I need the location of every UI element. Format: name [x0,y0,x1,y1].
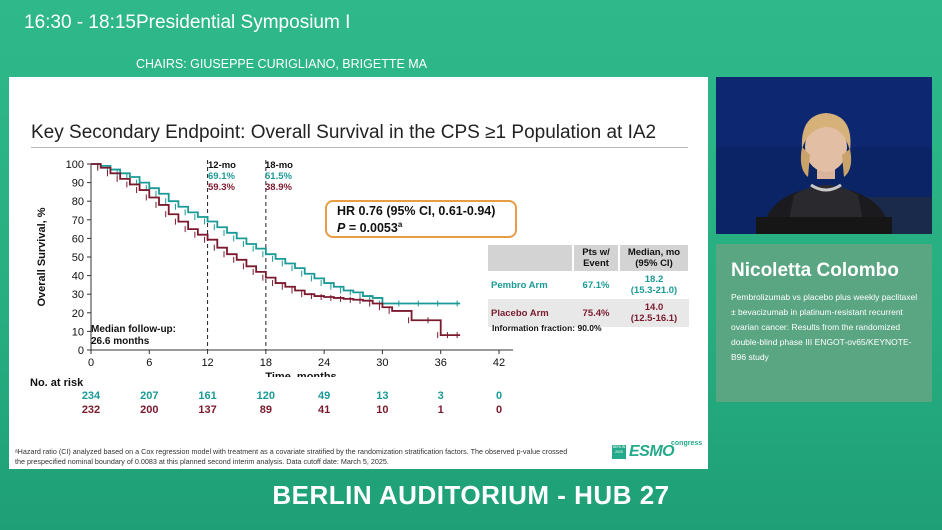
table-header-arm [488,245,574,271]
median-followup-value: 26.6 months [91,336,150,347]
speaker-name: Nicoletta Colombo [731,260,899,281]
y-tick-label: 50 [72,252,84,264]
p-footnote-marker: a [397,220,403,229]
marker-18mo-pembro: 51.5% [265,171,292,182]
x-tick-label: 24 [318,357,330,369]
at-risk-pembro-0: 234 [81,390,101,402]
at-risk-placebo-5: 10 [376,404,389,416]
at-risk-placebo-2: 137 [198,404,217,416]
survival-curve-pembro [91,163,461,305]
esmo-logo-word: congress [671,440,703,447]
table-header-median: Median, mo (95% CI) [619,245,690,271]
at-risk-pembro-7: 0 [495,390,503,402]
y-tick-label: 90 [72,178,84,190]
slide-footnote: ᵃHazard ratio (CI) analyzed based on a C… [15,447,568,466]
y-tick-label: 10 [72,326,84,338]
y-tick-label: 70 [72,215,84,227]
marker-12mo: 12-mo 69.1% 59.3% [208,160,236,193]
pembro-median-cell: 18.2 (15.3-21.0) [619,271,689,299]
speaker-video [716,77,932,234]
survival-chart: 0 10 20 30 40 50 60 70 80 90 100 0 6 12 18 24 30 36 42 Time… [36,159,513,377]
y-tick-label: 60 [72,233,84,245]
x-tick-label: 42 [493,357,505,369]
at-risk-placebo-3: 89 [259,404,272,416]
session-chairs: CHAIRS: GIUSEPPE CURIGLIANO, BRIGETTE MA [136,57,428,71]
title-divider [31,147,688,148]
y-tick-label: 40 [72,271,84,283]
table-row: Pembro Arm 67.1% 18.2 (15.3-21.0) [488,271,689,299]
presentation-slide: Key Secondary Endpoint: Overall Survival… [9,77,708,469]
at-risk-placebo-4: 41 [318,404,331,416]
pembro-median: 18.2 [644,274,664,285]
at-risk-pembro-6: 3 [437,390,444,402]
y-tick-label: 80 [72,196,84,208]
x-tick-label: 0 [88,357,94,369]
median-followup-label: Median follow-up: [91,324,176,335]
at-risk-placebo-0: 232 [81,404,101,416]
table-header-row: Pts w/ Event Median, mo (95% CI) [488,245,690,271]
x-tick-label: 18 [260,357,272,369]
session-time: 16:30 - 18:15 [24,12,136,33]
median-os-table: Pts w/ Event Median, mo (95% CI) Pembro … [488,245,690,327]
x-tick-label: 36 [435,357,447,369]
placebo-median-cell: 14.0 (12.5-16.1) [619,299,689,327]
marker-18mo-title: 18-mo [265,160,293,171]
speaker-card: Nicoletta Colombo Pembrolizumab vs place… [716,244,932,402]
speaker-video-frame [716,77,932,234]
x-tick-label: 30 [376,357,388,369]
y-tick-label: 0 [78,345,84,357]
pembro-median-ci: (15.3-21.0) [630,285,678,296]
marker-12mo-pembro: 69.1% [208,171,235,182]
p-value-text: P = 0.0053a [337,220,402,235]
table-row: Placebo Arm 75.4% 14.0 (12.5-16.1) [488,299,689,327]
esmo-logo-text: ESMO [629,443,675,460]
at-risk-pembro-2: 161 [198,390,217,402]
esmo-logo: BERLIN 2025 ESMO congress [612,440,702,462]
p-symbol: P [337,221,346,236]
p-value: = 0.0053 [345,221,398,236]
at-risk-pembro-1: 207 [140,390,159,402]
y-tick-label: 20 [72,308,84,320]
session-header: 16:30 - 18:15 Presidential Symposium I C… [0,0,942,78]
placebo-events: 75.4% [573,299,619,327]
at-risk-pembro-5: 13 [376,390,389,402]
at-risk-placebo-7: 0 [495,404,503,416]
session-title: Presidential Symposium I [136,12,351,33]
y-tick-label: 30 [72,289,84,301]
at-risk-placebo-6: 1 [437,404,444,416]
talk-title: Pembrolizumab vs placebo plus weekly pac… [731,292,918,362]
esmo-logo-city: BERLIN 2025 [612,445,626,459]
survival-curve-placebo [91,163,461,337]
pembro-events: 67.1% [582,279,610,291]
x-tick-label: 12 [201,357,213,369]
x-axis-label: Time, months [265,371,336,377]
marker-18mo-placebo: 38.9% [265,182,292,193]
placebo-median-ci: (12.5-16.1) [630,313,678,324]
marker-18mo: 18-mo 51.5% 38.9% [265,160,293,193]
x-tick-label: 6 [146,357,152,369]
placebo-median: 14.0 [644,302,664,313]
placebo-arm-label: Placebo Arm [488,299,573,327]
no-at-risk-label: No. at risk [30,377,84,389]
y-axis-label: Overall Survival, % [36,207,48,306]
slide-title: Key Secondary Endpoint: Overall Survival… [31,122,657,143]
hazard-ratio-box: HR 0.76 (95% CI, 0.61-0.94) P = 0.0053a [325,200,517,238]
hazard-ratio-text: HR 0.76 (95% CI, 0.61-0.94) [337,204,496,218]
median-followup: Median follow-up: 26.6 months [91,324,176,348]
at-risk-pembro-3: 120 [256,390,276,402]
y-tick-label: 100 [66,159,84,171]
marker-12mo-placebo: 59.3% [208,182,235,193]
table-header-events: Pts w/ Event [573,245,620,271]
at-risk-pembro-4: 49 [318,390,331,402]
at-risk-placebo-1: 200 [140,404,159,416]
information-fraction: Information fraction: 90.0% [492,323,602,333]
venue-banner: BERLIN AUDITORIUM - HUB 27 [272,480,670,510]
pembro-arm-label: Pembro Arm [491,279,548,291]
marker-12mo-title: 12-mo [208,160,236,171]
